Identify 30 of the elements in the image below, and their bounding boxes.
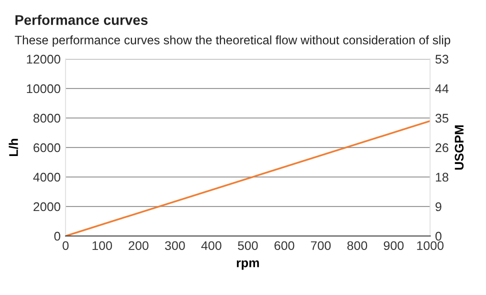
x-tick-label: 0: [62, 241, 69, 250]
x-tick-label: 700: [310, 241, 331, 250]
y2-tick-label: 53: [435, 54, 448, 64]
chart-subtitle: These performance curves show the theoretical flow without consideration of slip: [14, 35, 450, 47]
y2-tick-label: 18: [436, 172, 448, 182]
x-tick-label: 600: [274, 241, 294, 250]
x-tick-label: 900: [384, 241, 404, 250]
x-tick-label: 200: [128, 241, 148, 250]
x-tick-label: 500: [238, 241, 258, 250]
y-tick-label: 8000: [33, 114, 60, 123]
x-tick-label: 300: [165, 241, 185, 250]
x-tick-label: 400: [201, 241, 222, 250]
x-tick-label: 100: [92, 241, 112, 250]
y-tick-label: 0: [54, 232, 60, 241]
y2-tick-label: 44: [435, 84, 449, 94]
x-tick-label: 800: [347, 241, 368, 250]
y-tick-label: 10000: [26, 84, 60, 94]
y-tick-label: 6000: [34, 143, 60, 152]
y2-tick-label: 35: [435, 114, 448, 123]
y2-tick-label: 26: [436, 143, 448, 152]
y-axis-title: L/h: [8, 138, 18, 156]
y-tick-label: 2000: [34, 202, 60, 212]
y-tick-label: 4000: [33, 172, 60, 182]
x-axis-title: rpm: [236, 260, 259, 270]
y2-axis-title: USGPM: [454, 125, 464, 170]
chart-title: Performance curves: [16, 14, 148, 25]
y-tick-label: 12000: [26, 54, 60, 64]
y2-tick-label: 0: [435, 232, 442, 241]
x-tick-label: 1000: [417, 241, 444, 250]
y2-tick-label: 9: [436, 202, 442, 212]
